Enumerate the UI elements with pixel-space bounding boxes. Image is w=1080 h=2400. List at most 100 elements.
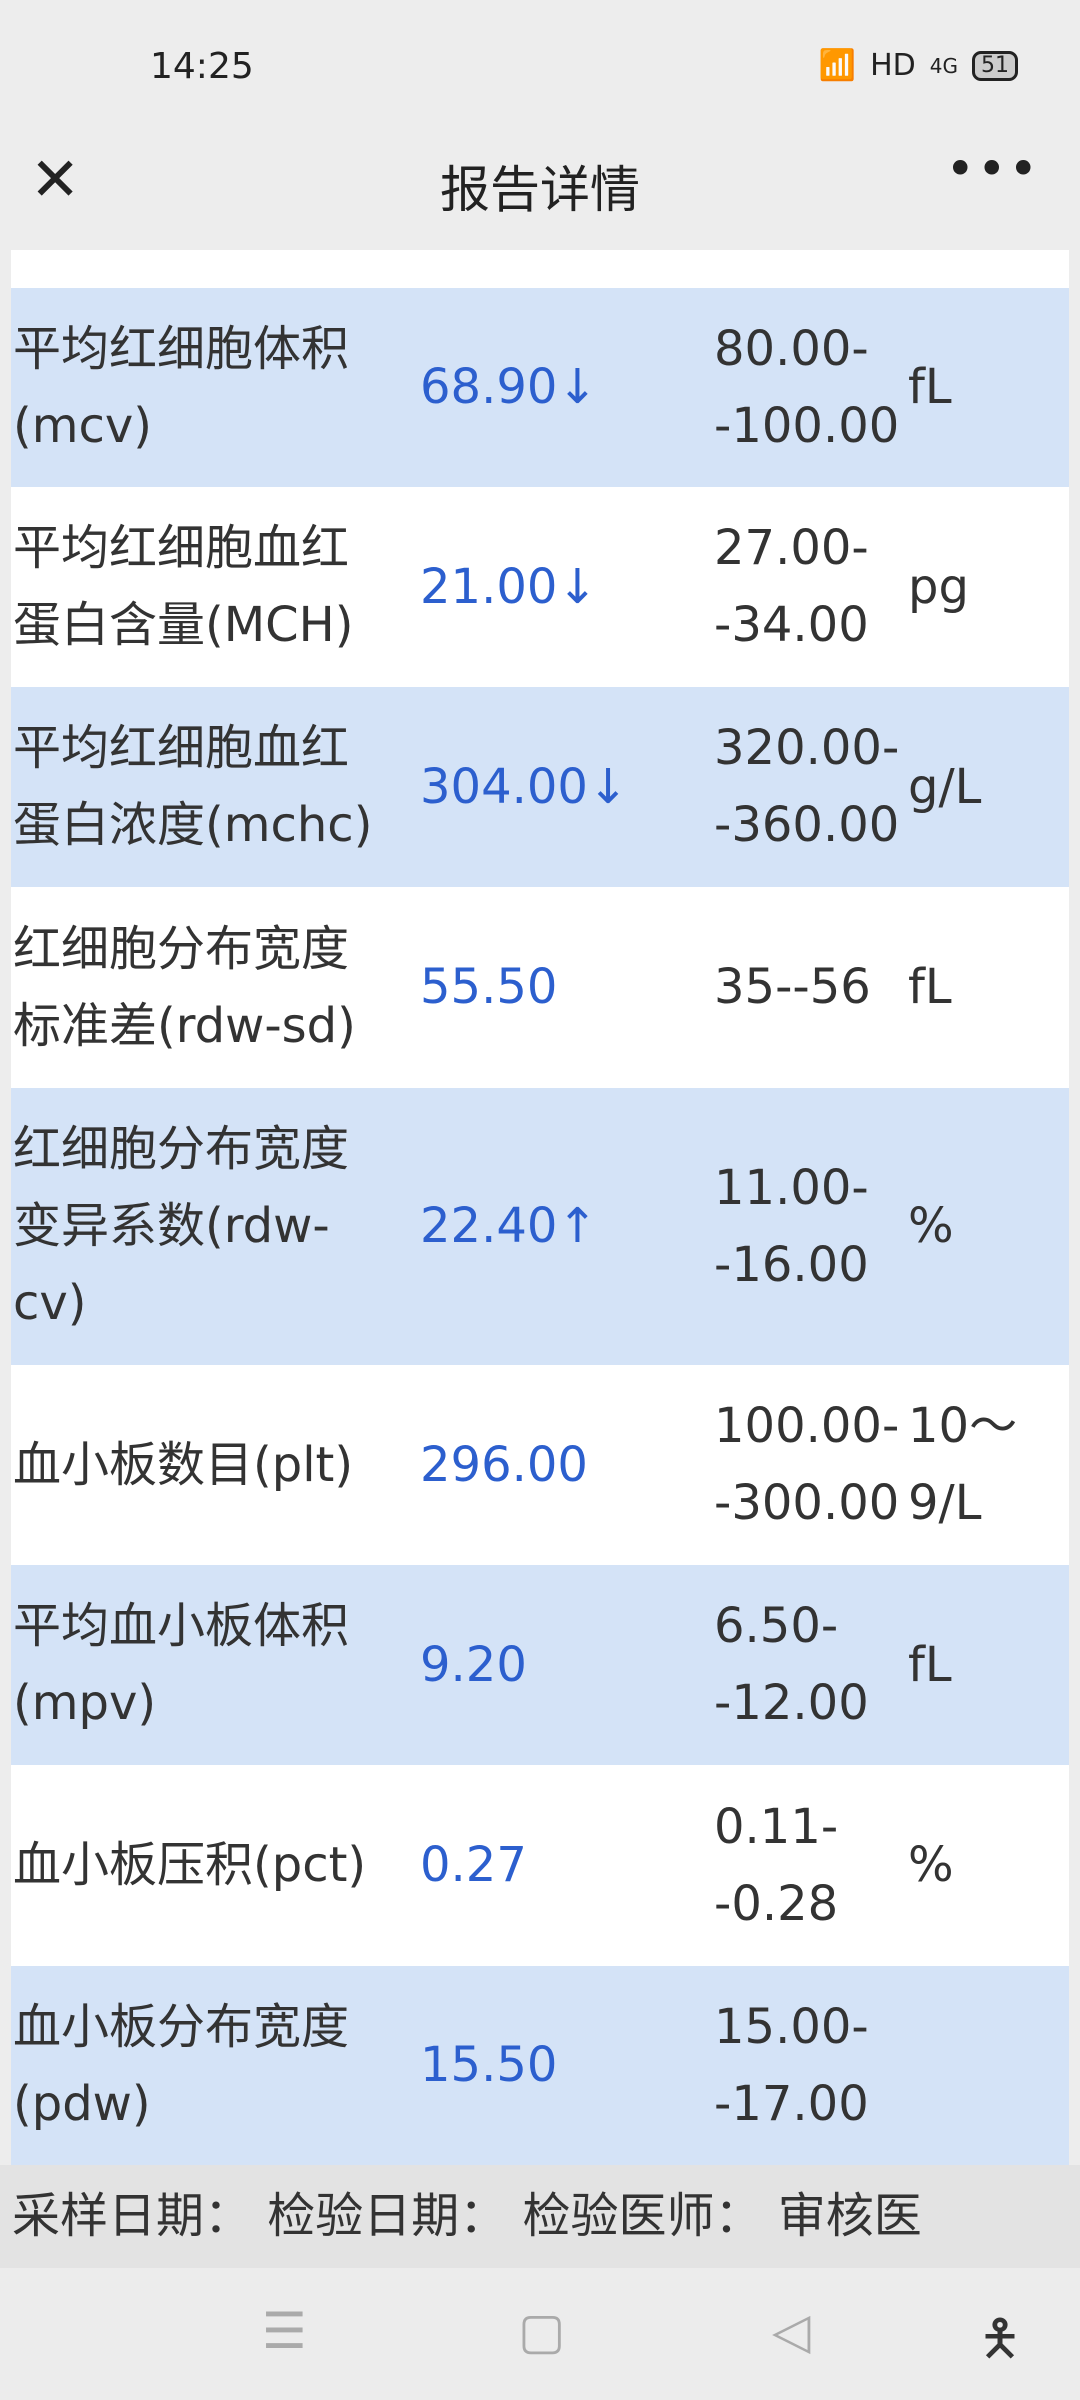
unit-line: fL — [908, 359, 952, 415]
table-row: 平均红细胞体积 (mcv) 68.90↓ 80.00- -100.00 fL — [11, 288, 1069, 487]
more-icon[interactable]: ••• — [945, 140, 1040, 198]
reference-range-line: 100.00- — [714, 1398, 900, 1454]
reference-range-line: -0.28 — [714, 1875, 839, 1932]
wifi-icon: 📶 — [818, 48, 857, 83]
test-value: 22.40↑ — [420, 1188, 714, 1265]
reference-range-line: -34.00 — [714, 597, 869, 653]
table-row: 平均红细胞血红 蛋白含量(MCH) 21.00↓ 27.00- -34.00 pg — [11, 487, 1069, 687]
unit-line: 10～ — [908, 1398, 1018, 1454]
table-row: 平均红细胞血红 蛋白浓度(mchc) 304.00↓ 320.00- -360.00 g/… — [11, 687, 1069, 887]
test-name-line: (mpv) — [13, 1675, 157, 1731]
reference-range: 35--56 — [714, 949, 908, 1026]
signal-icon: 4G — [929, 53, 958, 78]
test-name: 红细胞分布宽度 变异系数(rdw-cv) — [11, 1111, 420, 1342]
test-name-line: 红细胞分布宽度 — [13, 1121, 350, 1177]
test-name: 血小板压积(pct) — [11, 1827, 420, 1904]
reference-range-line: 80.00- — [714, 320, 869, 377]
test-value: 296.00 — [420, 1427, 714, 1504]
unit-line: g/L — [908, 758, 982, 815]
test-name-line: 血小板数目(plt) — [13, 1436, 354, 1493]
unit: pg — [908, 549, 1069, 626]
reference-range-line: -17.00 — [714, 2075, 869, 2132]
unit-line: % — [908, 1837, 954, 1893]
accessibility-icon[interactable]: 🯅 — [978, 2309, 1022, 2367]
reference-range: 0.11- -0.28 — [714, 1789, 908, 1943]
reference-range: 11.00- -16.00 — [714, 1150, 908, 1304]
test-name-line: 平均血小板体积 — [13, 1598, 350, 1654]
reference-range: 6.50- -12.00 — [714, 1588, 908, 1742]
page-title: 报告详情 — [440, 161, 640, 219]
back-icon[interactable]: ◁ — [772, 2302, 811, 2360]
header: ✕ 报告详情 ••• — [0, 130, 1080, 250]
test-value: 68.90↓ — [420, 349, 714, 426]
report-table[interactable]: 平均红细胞体积 (mcv) 68.90↓ 80.00- -100.00 fL 平均红细胞血红… — [11, 250, 1069, 2165]
navigation-bar: ☰ ▢ ◁ 🯅 — [0, 2268, 1080, 2400]
unit-line: 9/L — [908, 1475, 982, 1531]
reference-range-line: 11.00- — [714, 1159, 869, 1216]
unit: % — [908, 1827, 1069, 1904]
reference-range: 80.00- -100.00 — [714, 311, 908, 465]
reference-range-line: -16.00 — [714, 1236, 869, 1293]
test-value-line: 296.00 — [420, 1436, 588, 1493]
unit: % — [908, 1188, 1069, 1265]
reference-range-line: 0.11- — [714, 1798, 839, 1855]
reference-range-line: 15.00- — [714, 1998, 869, 2055]
table-row: 红细胞分布宽度 变异系数(rdw-cv) 22.40↑ 11.00- -16.00% — [11, 1088, 1069, 1365]
status-bar: 14:25 📶 HD 4G 51 — [0, 0, 1080, 130]
hd-label: HD — [870, 48, 916, 83]
test-value: 21.00↓ — [420, 549, 714, 626]
test-name-line: (mcv) — [13, 397, 153, 454]
test-name: 血小板数目(plt) — [11, 1427, 420, 1504]
test-value: 15.50 — [420, 2027, 714, 2104]
reference-range: 15.00- -17.00 — [714, 1989, 908, 2143]
test-value: 55.50 — [420, 949, 714, 1026]
reference-range: 320.00- -360.00 — [714, 710, 908, 864]
test-name-line: 标准差(rdw-sd) — [13, 997, 356, 1054]
test-name: 平均血小板体积 (mpv) — [11, 1588, 420, 1742]
reference-range: 27.00- -34.00 — [714, 510, 908, 664]
test-value-line: 55.50 — [420, 959, 558, 1015]
unit-line: % — [908, 1198, 954, 1254]
reference-range: 100.00- -300.00 — [714, 1388, 908, 1542]
test-value-line: 15.50 — [420, 2037, 558, 2093]
test-name-line: 蛋白浓度(mchc) — [13, 797, 373, 853]
reference-range-line: 320.00- — [714, 720, 900, 776]
test-name: 血小板分布宽度 (pdw) — [11, 1989, 420, 2143]
battery-icon: 51 — [972, 50, 1018, 81]
unit-line: fL — [908, 1636, 952, 1693]
reference-range-line: 35--56 — [714, 959, 871, 1015]
test-value-line: 21.00↓ — [420, 558, 598, 615]
menu-icon[interactable]: ☰ — [262, 2302, 307, 2360]
reference-range-line: -300.00 — [714, 1475, 900, 1531]
close-icon[interactable]: ✕ — [30, 145, 81, 215]
test-value: 9.20 — [420, 1627, 714, 1704]
unit-line: fL — [908, 959, 952, 1015]
home-icon[interactable]: ▢ — [518, 2302, 566, 2360]
table-row: 红细胞分布宽度 标准差(rdw-sd) 55.50 35--56 fL — [11, 887, 1069, 1088]
status-icons: 📶 HD 4G 51 — [819, 48, 1018, 83]
test-value-line: 9.20 — [420, 1636, 527, 1693]
test-value-line: 68.90↓ — [420, 359, 598, 415]
test-name-line: 红细胞分布宽度 — [13, 920, 350, 977]
test-name-line: 平均红细胞血红 — [13, 720, 350, 776]
reference-range-line: -100.00 — [714, 397, 900, 454]
test-value: 0.27 — [420, 1827, 714, 1904]
report-footer: 采样日期： 检验日期： 检验医师： 审核医 — [0, 2165, 1080, 2268]
clock: 14:25 — [150, 46, 254, 87]
unit: fL — [908, 1627, 1069, 1704]
test-name-line: 平均红细胞血红 — [13, 520, 350, 576]
unit: fL — [908, 349, 1069, 426]
table-top-spacer — [11, 250, 1069, 288]
test-name-line: cv) — [13, 1275, 87, 1331]
test-name: 平均红细胞体积 (mcv) — [11, 311, 420, 465]
test-name: 平均红细胞血红 蛋白含量(MCH) — [11, 510, 420, 664]
table-row: 血小板压积(pct) 0.27 0.11- -0.28% — [11, 1765, 1069, 1966]
unit: fL — [908, 949, 1069, 1026]
unit: 10～ 9/L — [908, 1388, 1069, 1542]
test-value: 304.00↓ — [420, 749, 714, 826]
test-name-line: 变异系数(rdw- — [13, 1198, 330, 1254]
table-row: 平均血小板体积 (mpv) 9.20 6.50- -12.00 fL — [11, 1565, 1069, 1765]
reference-range-line: -360.00 — [714, 797, 900, 853]
test-name-line: 血小板压积(pct) — [13, 1837, 367, 1893]
test-name-line: 蛋白含量(MCH) — [13, 597, 354, 653]
